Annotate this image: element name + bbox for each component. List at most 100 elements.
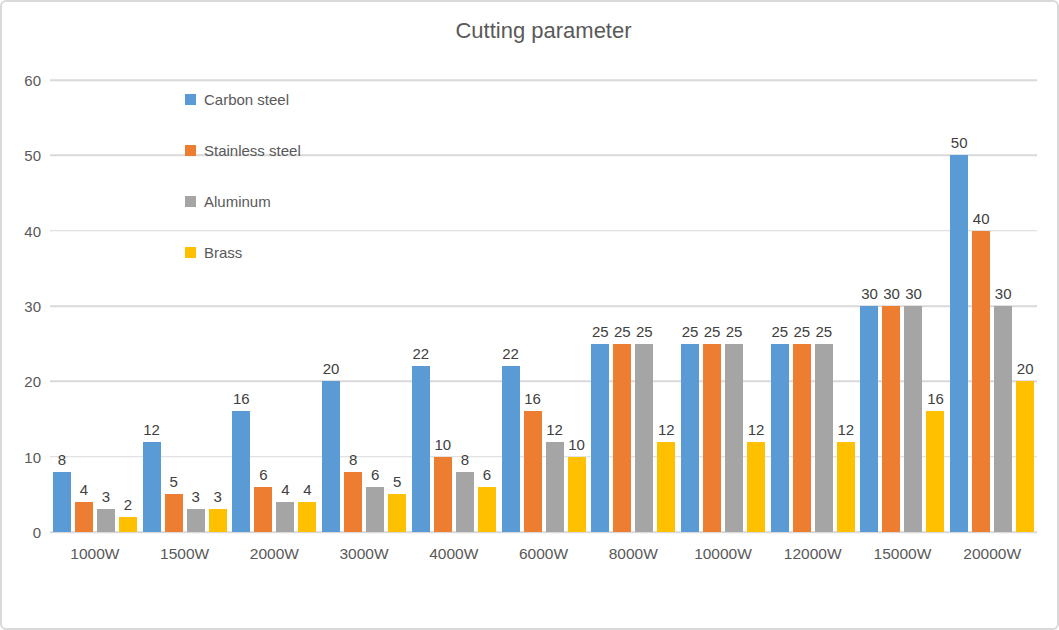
bar-value-label-brass-12000w: 12 [837, 422, 854, 437]
x-axis-category-label-1500w: 1500W [160, 545, 209, 563]
bar-slot-carbon-steel-20000w: 50 [950, 80, 968, 532]
bar-stainless-steel-2000w [254, 487, 272, 532]
bar-brass-15000w [926, 411, 944, 532]
y-axis-tick-label-40: 40 [24, 222, 41, 239]
bar-stainless-steel-1500w [165, 494, 183, 532]
legend-swatch-icon-carbon-steel [185, 94, 196, 105]
bar-group-20000w: 5040302020000W [947, 80, 1037, 532]
bar-slot-brass-1000w: 2 [119, 80, 137, 532]
bar-slot-brass-2000w: 4 [298, 80, 316, 532]
bar-brass-20000w [1016, 381, 1034, 532]
bar-slot-brass-4000w: 6 [478, 80, 496, 532]
x-axis-category-label-6000w: 6000W [519, 545, 568, 563]
legend-item-brass: Brass [185, 245, 301, 260]
bar-value-label-stainless-steel-2000w: 6 [259, 467, 267, 482]
bar-value-label-stainless-steel-12000w: 25 [793, 324, 810, 339]
bar-value-label-carbon-steel-15000w: 30 [861, 286, 878, 301]
bar-value-label-stainless-steel-3000w: 8 [349, 452, 357, 467]
bar-brass-1500w [209, 509, 227, 532]
bar-brass-8000w [657, 442, 675, 532]
bar-value-label-aluminum-20000w: 30 [995, 286, 1012, 301]
bar-carbon-steel-1500w [143, 442, 161, 532]
legend-label-carbon-steel: Carbon steel [204, 91, 289, 108]
bar-value-label-carbon-steel-2000w: 16 [233, 391, 250, 406]
bar-slot-stainless-steel-6000w: 16 [524, 80, 542, 532]
bar-value-label-brass-6000w: 10 [568, 437, 585, 452]
x-axis-category-label-8000w: 8000W [609, 545, 658, 563]
bar-slot-brass-6000w: 10 [568, 80, 586, 532]
x-axis-category-label-3000w: 3000W [340, 545, 389, 563]
bar-value-label-stainless-steel-15000w: 30 [883, 286, 900, 301]
bar-value-label-carbon-steel-10000w: 25 [682, 324, 699, 339]
chart-frame: Cutting parameter 0102030405060 84321000… [0, 0, 1059, 630]
plot-area: 0102030405060 84321000W125331500W1664420… [50, 80, 1037, 532]
bar-stainless-steel-4000w [434, 457, 452, 532]
bar-group-1000w: 84321000W [50, 80, 140, 532]
bar-stainless-steel-6000w [524, 411, 542, 532]
bar-value-label-brass-3000w: 5 [393, 474, 401, 489]
x-axis-category-label-10000w: 10000W [694, 545, 752, 563]
x-axis-category-label-2000w: 2000W [250, 545, 299, 563]
bar-aluminum-1000w [97, 509, 115, 532]
bar-slot-stainless-steel-1500w: 5 [165, 80, 183, 532]
bar-slot-carbon-steel-1500w: 12 [143, 80, 161, 532]
bar-value-label-stainless-steel-6000w: 16 [524, 391, 541, 406]
bar-slot-carbon-steel-15000w: 30 [860, 80, 878, 532]
bar-carbon-steel-8000w [591, 344, 609, 532]
y-axis-tick-label-60: 60 [24, 72, 41, 89]
bar-value-label-stainless-steel-10000w: 25 [704, 324, 721, 339]
legend-label-brass: Brass [204, 244, 242, 261]
bar-brass-12000w [837, 442, 855, 532]
bar-value-label-carbon-steel-4000w: 22 [412, 346, 429, 361]
x-axis-category-label-20000w: 20000W [963, 545, 1021, 563]
bar-value-label-carbon-steel-20000w: 50 [951, 135, 968, 150]
legend-swatch-icon-stainless-steel [185, 145, 196, 156]
y-axis-tick-label-50: 50 [24, 147, 41, 164]
bar-value-label-brass-2000w: 4 [303, 482, 311, 497]
bar-carbon-steel-1000w [53, 472, 71, 532]
bar-value-label-carbon-steel-1500w: 12 [143, 422, 160, 437]
bar-value-label-brass-15000w: 16 [927, 391, 944, 406]
bar-slot-carbon-steel-4000w: 22 [412, 80, 430, 532]
bar-group-6000w: 221612106000W [499, 80, 589, 532]
bar-value-label-aluminum-12000w: 25 [815, 324, 832, 339]
bar-value-label-carbon-steel-3000w: 20 [323, 361, 340, 376]
x-axis-category-label-4000w: 4000W [429, 545, 478, 563]
bar-slot-stainless-steel-8000w: 25 [613, 80, 631, 532]
legend-swatch-icon-brass [185, 247, 196, 258]
bar-slot-aluminum-4000w: 8 [456, 80, 474, 532]
bar-slot-aluminum-20000w: 30 [994, 80, 1012, 532]
bar-slot-aluminum-6000w: 12 [546, 80, 564, 532]
bar-brass-6000w [568, 457, 586, 532]
bar-slot-brass-20000w: 20 [1016, 80, 1034, 532]
bar-value-label-stainless-steel-1500w: 5 [169, 474, 177, 489]
bar-aluminum-8000w [635, 344, 653, 532]
bar-aluminum-12000w [815, 344, 833, 532]
bar-value-label-stainless-steel-1000w: 4 [80, 482, 88, 497]
bar-slot-stainless-steel-15000w: 30 [882, 80, 900, 532]
bar-slot-stainless-steel-3000w: 8 [344, 80, 362, 532]
legend-label-aluminum: Aluminum [204, 193, 271, 210]
bar-slot-carbon-steel-8000w: 25 [591, 80, 609, 532]
bar-slot-aluminum-1000w: 3 [97, 80, 115, 532]
bar-value-label-aluminum-6000w: 12 [546, 422, 563, 437]
bar-slot-brass-10000w: 12 [747, 80, 765, 532]
bar-stainless-steel-10000w [703, 344, 721, 532]
bar-slot-stainless-steel-4000w: 10 [434, 80, 452, 532]
bar-value-label-aluminum-1500w: 3 [191, 489, 199, 504]
bar-stainless-steel-12000w [793, 344, 811, 532]
x-axis-category-label-1000w: 1000W [70, 545, 119, 563]
bar-value-label-stainless-steel-20000w: 40 [973, 211, 990, 226]
bar-slot-stainless-steel-20000w: 40 [972, 80, 990, 532]
bar-slot-stainless-steel-1000w: 4 [75, 80, 93, 532]
bar-value-label-brass-8000w: 12 [658, 422, 675, 437]
y-axis-tick-label-0: 0 [33, 524, 41, 541]
bar-slot-brass-15000w: 16 [926, 80, 944, 532]
bar-value-label-brass-1000w: 2 [124, 497, 132, 512]
bar-aluminum-4000w [456, 472, 474, 532]
legend: Carbon steelStainless steelAluminumBrass [185, 92, 301, 296]
bar-slot-stainless-steel-10000w: 25 [703, 80, 721, 532]
bar-value-label-brass-10000w: 12 [748, 422, 765, 437]
bar-value-label-carbon-steel-12000w: 25 [771, 324, 788, 339]
bar-value-label-brass-1500w: 3 [213, 489, 221, 504]
